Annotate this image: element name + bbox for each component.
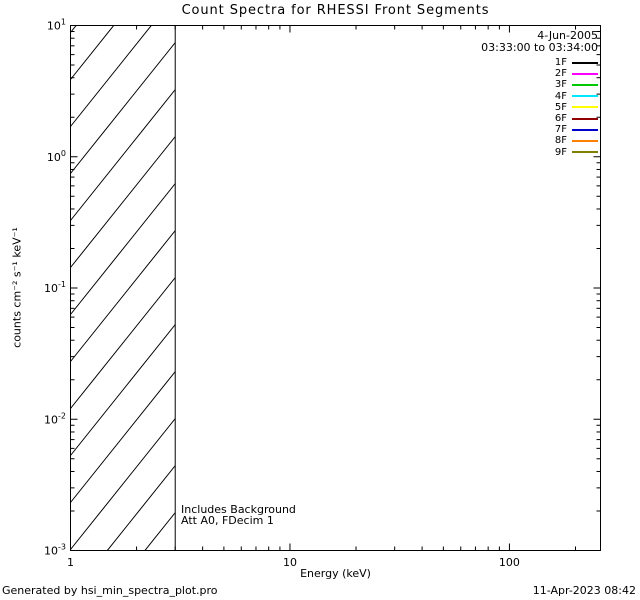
x-tick-label: 10 [283, 556, 297, 569]
render-timestamp: 11-Apr-2023 08:42 [532, 584, 636, 597]
legend-label: 6F [554, 113, 567, 125]
observation-time-range-label: 03:33:00 to 03:34:00 [481, 41, 598, 54]
legend-color-line [572, 83, 598, 86]
legend-entry: 8F [555, 135, 598, 146]
legend-label: 3F [554, 79, 567, 91]
y-axis-ticks [70, 25, 601, 551]
legend-entry: 4F [555, 91, 598, 102]
legend-color-line [572, 139, 598, 142]
chart-title: Count Spectra for RHESSI Front Segments [181, 3, 490, 18]
legend-entry: 7F [555, 124, 598, 135]
legend-label: 1F [554, 57, 567, 69]
legend-entry: 9F [555, 147, 598, 158]
y-tick-label: 100 [47, 149, 66, 164]
legend-label: 5F [554, 101, 567, 113]
hatched-low-energy-region [70, 25, 176, 551]
plot-frame [70, 25, 601, 551]
legend-entry: 2F [555, 68, 598, 79]
observation-date-label: 4-Jun-2005 [537, 29, 598, 42]
legend-color-line [572, 117, 598, 120]
legend-color-line [572, 95, 598, 98]
legend-color-line [572, 128, 598, 131]
legend-color-line [572, 151, 598, 154]
x-tick-label: 100 [499, 556, 520, 569]
legend-label: 7F [554, 124, 567, 136]
legend-entry: 3F [555, 79, 598, 90]
y-tick-label: 10-1 [44, 280, 66, 295]
legend-label: 8F [554, 135, 567, 147]
legend-label: 9F [554, 146, 567, 158]
generator-credit: Generated by hsi_min_spectra_plot.pro [2, 584, 218, 597]
legend-label: 4F [554, 90, 567, 102]
legend-entry: 6F [555, 113, 598, 124]
legend-color-line [572, 72, 598, 75]
legend-entry: 5F [555, 102, 598, 113]
x-axis-label: Energy (keV) [300, 567, 371, 580]
y-tick-label: 10-3 [44, 543, 66, 558]
legend: 1F 2F 3F 4F 5F 6F 7F 8F 9F [555, 57, 598, 158]
x-axis-ticks [70, 25, 576, 551]
legend-color-line [572, 106, 598, 109]
y-tick-label: 101 [47, 18, 66, 33]
attenuator-state-note: Att A0, FDecim 1 [181, 514, 274, 527]
legend-color-line [572, 61, 598, 64]
y-axis-label: counts cm⁻² s⁻¹ keV⁻¹ [10, 227, 24, 348]
legend-entry: 1F [555, 57, 598, 68]
legend-label: 2F [554, 68, 567, 80]
x-tick-label: 1 [67, 556, 74, 569]
y-tick-label: 10-2 [44, 411, 66, 426]
includes-background-note: Includes Background [181, 503, 296, 516]
